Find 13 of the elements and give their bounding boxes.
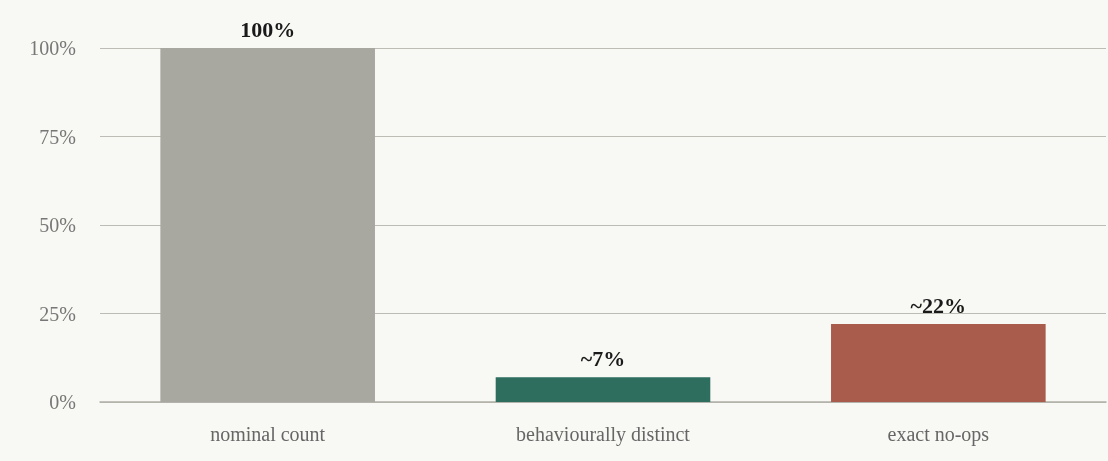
y-tick-label: 0% bbox=[49, 391, 76, 413]
x-tick-label: behaviourally distinct bbox=[516, 423, 691, 446]
y-tick-label: 50% bbox=[39, 214, 76, 236]
data-label: ~7% bbox=[580, 345, 626, 371]
y-tick-label: 75% bbox=[39, 125, 76, 148]
bar bbox=[831, 324, 1046, 402]
data-label: ~22% bbox=[910, 292, 967, 318]
x-tick-label: nominal count bbox=[210, 423, 326, 445]
bar bbox=[495, 377, 711, 402]
x-tick-label: exact no-ops bbox=[887, 423, 990, 446]
y-tick-label: 25% bbox=[39, 302, 76, 325]
y-tick-label: 100% bbox=[29, 37, 76, 59]
data-label: 100% bbox=[240, 16, 296, 42]
